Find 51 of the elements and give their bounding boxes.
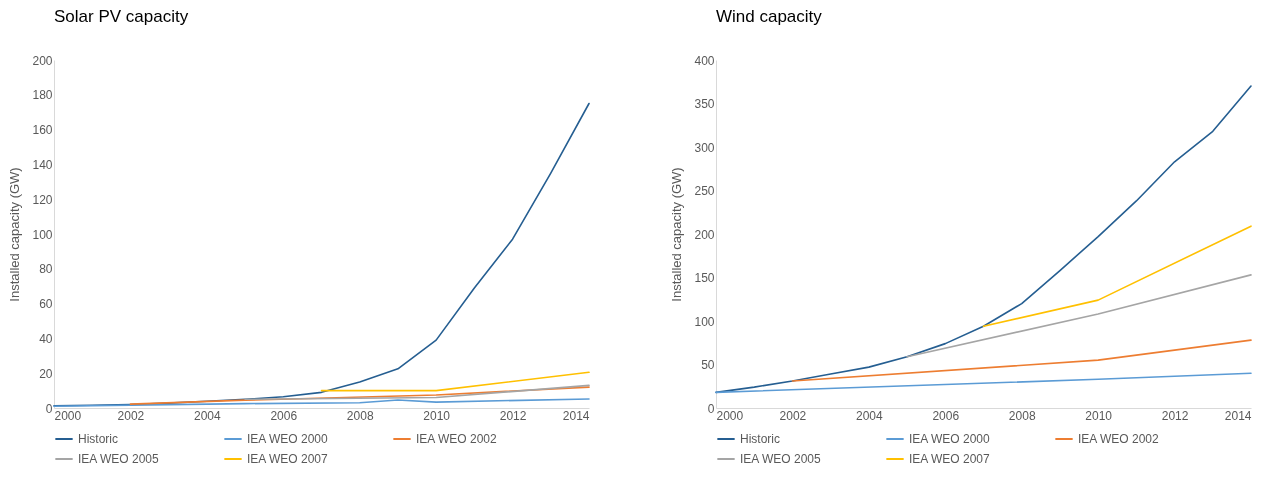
y-tick-label: 50 [701,358,715,372]
y-tick-label: 300 [694,140,715,155]
legend-label: IEA WEO 2007 [247,452,329,466]
x-tick-label: 2012 [1161,408,1189,423]
legend-label: Historic [740,432,781,446]
y-tick-label: 160 [32,123,53,138]
y-tick-label: 150 [694,271,715,285]
legend-label: IEA WEO 2007 [909,452,991,466]
legend-label: Historic [78,432,119,446]
y-tick-label: 120 [32,192,53,207]
y-tick-label: 100 [32,227,53,242]
y-tick-label: 200 [694,227,715,242]
y-tick-label: 60 [39,297,53,312]
line-series [715,85,1252,394]
x-tick-label: 2004 [856,408,884,423]
legend-label: IEA WEO 2005 [78,452,160,466]
y-tick-label: 400 [694,53,715,68]
y-tick-label: 140 [32,157,53,172]
x-tick-label: 2014 [562,408,590,423]
y-tick-label: 250 [694,184,715,198]
x-tick-label: 2000 [54,408,82,423]
y-tick-label: 0 [45,401,53,416]
chart-title: Solar PV capacity [54,7,189,26]
y-axis-title: Installed capacity (GW) [7,167,23,302]
legend-label: IEA WEO 2000 [909,432,991,446]
x-tick-label: 2008 [1008,408,1036,423]
x-tick-label: 2002 [779,408,807,423]
x-tick-label: 2014 [1224,408,1252,423]
legend-label: IEA WEO 2002 [416,432,498,446]
y-tick-label: 80 [39,262,53,277]
x-tick-label: 2004 [194,408,222,423]
x-tick-label: 2008 [346,408,374,423]
legend-label: IEA WEO 2002 [1078,432,1160,446]
x-tick-label: 2010 [1085,408,1113,423]
y-tick-label: 20 [39,366,53,381]
x-tick-label: 2012 [499,408,527,423]
x-tick-label: 2006 [932,408,960,423]
chart-title: Wind capacity [716,7,823,26]
y-tick-label: 350 [694,97,715,111]
y-tick-label: 200 [32,53,53,68]
y-tick-label: 40 [39,331,53,346]
legend-label: IEA WEO 2000 [247,432,329,446]
x-tick-label: 2006 [270,408,298,423]
legend-label: IEA WEO 2005 [740,452,822,466]
y-tick-label: 180 [32,88,53,103]
y-axis-title: Installed capacity (GW) [669,167,685,302]
x-tick-label: 2010 [423,408,451,423]
y-tick-label: 100 [694,314,715,329]
x-tick-label: 2000 [716,408,744,423]
y-tick-label: 0 [707,401,715,416]
x-tick-label: 2002 [117,408,145,423]
